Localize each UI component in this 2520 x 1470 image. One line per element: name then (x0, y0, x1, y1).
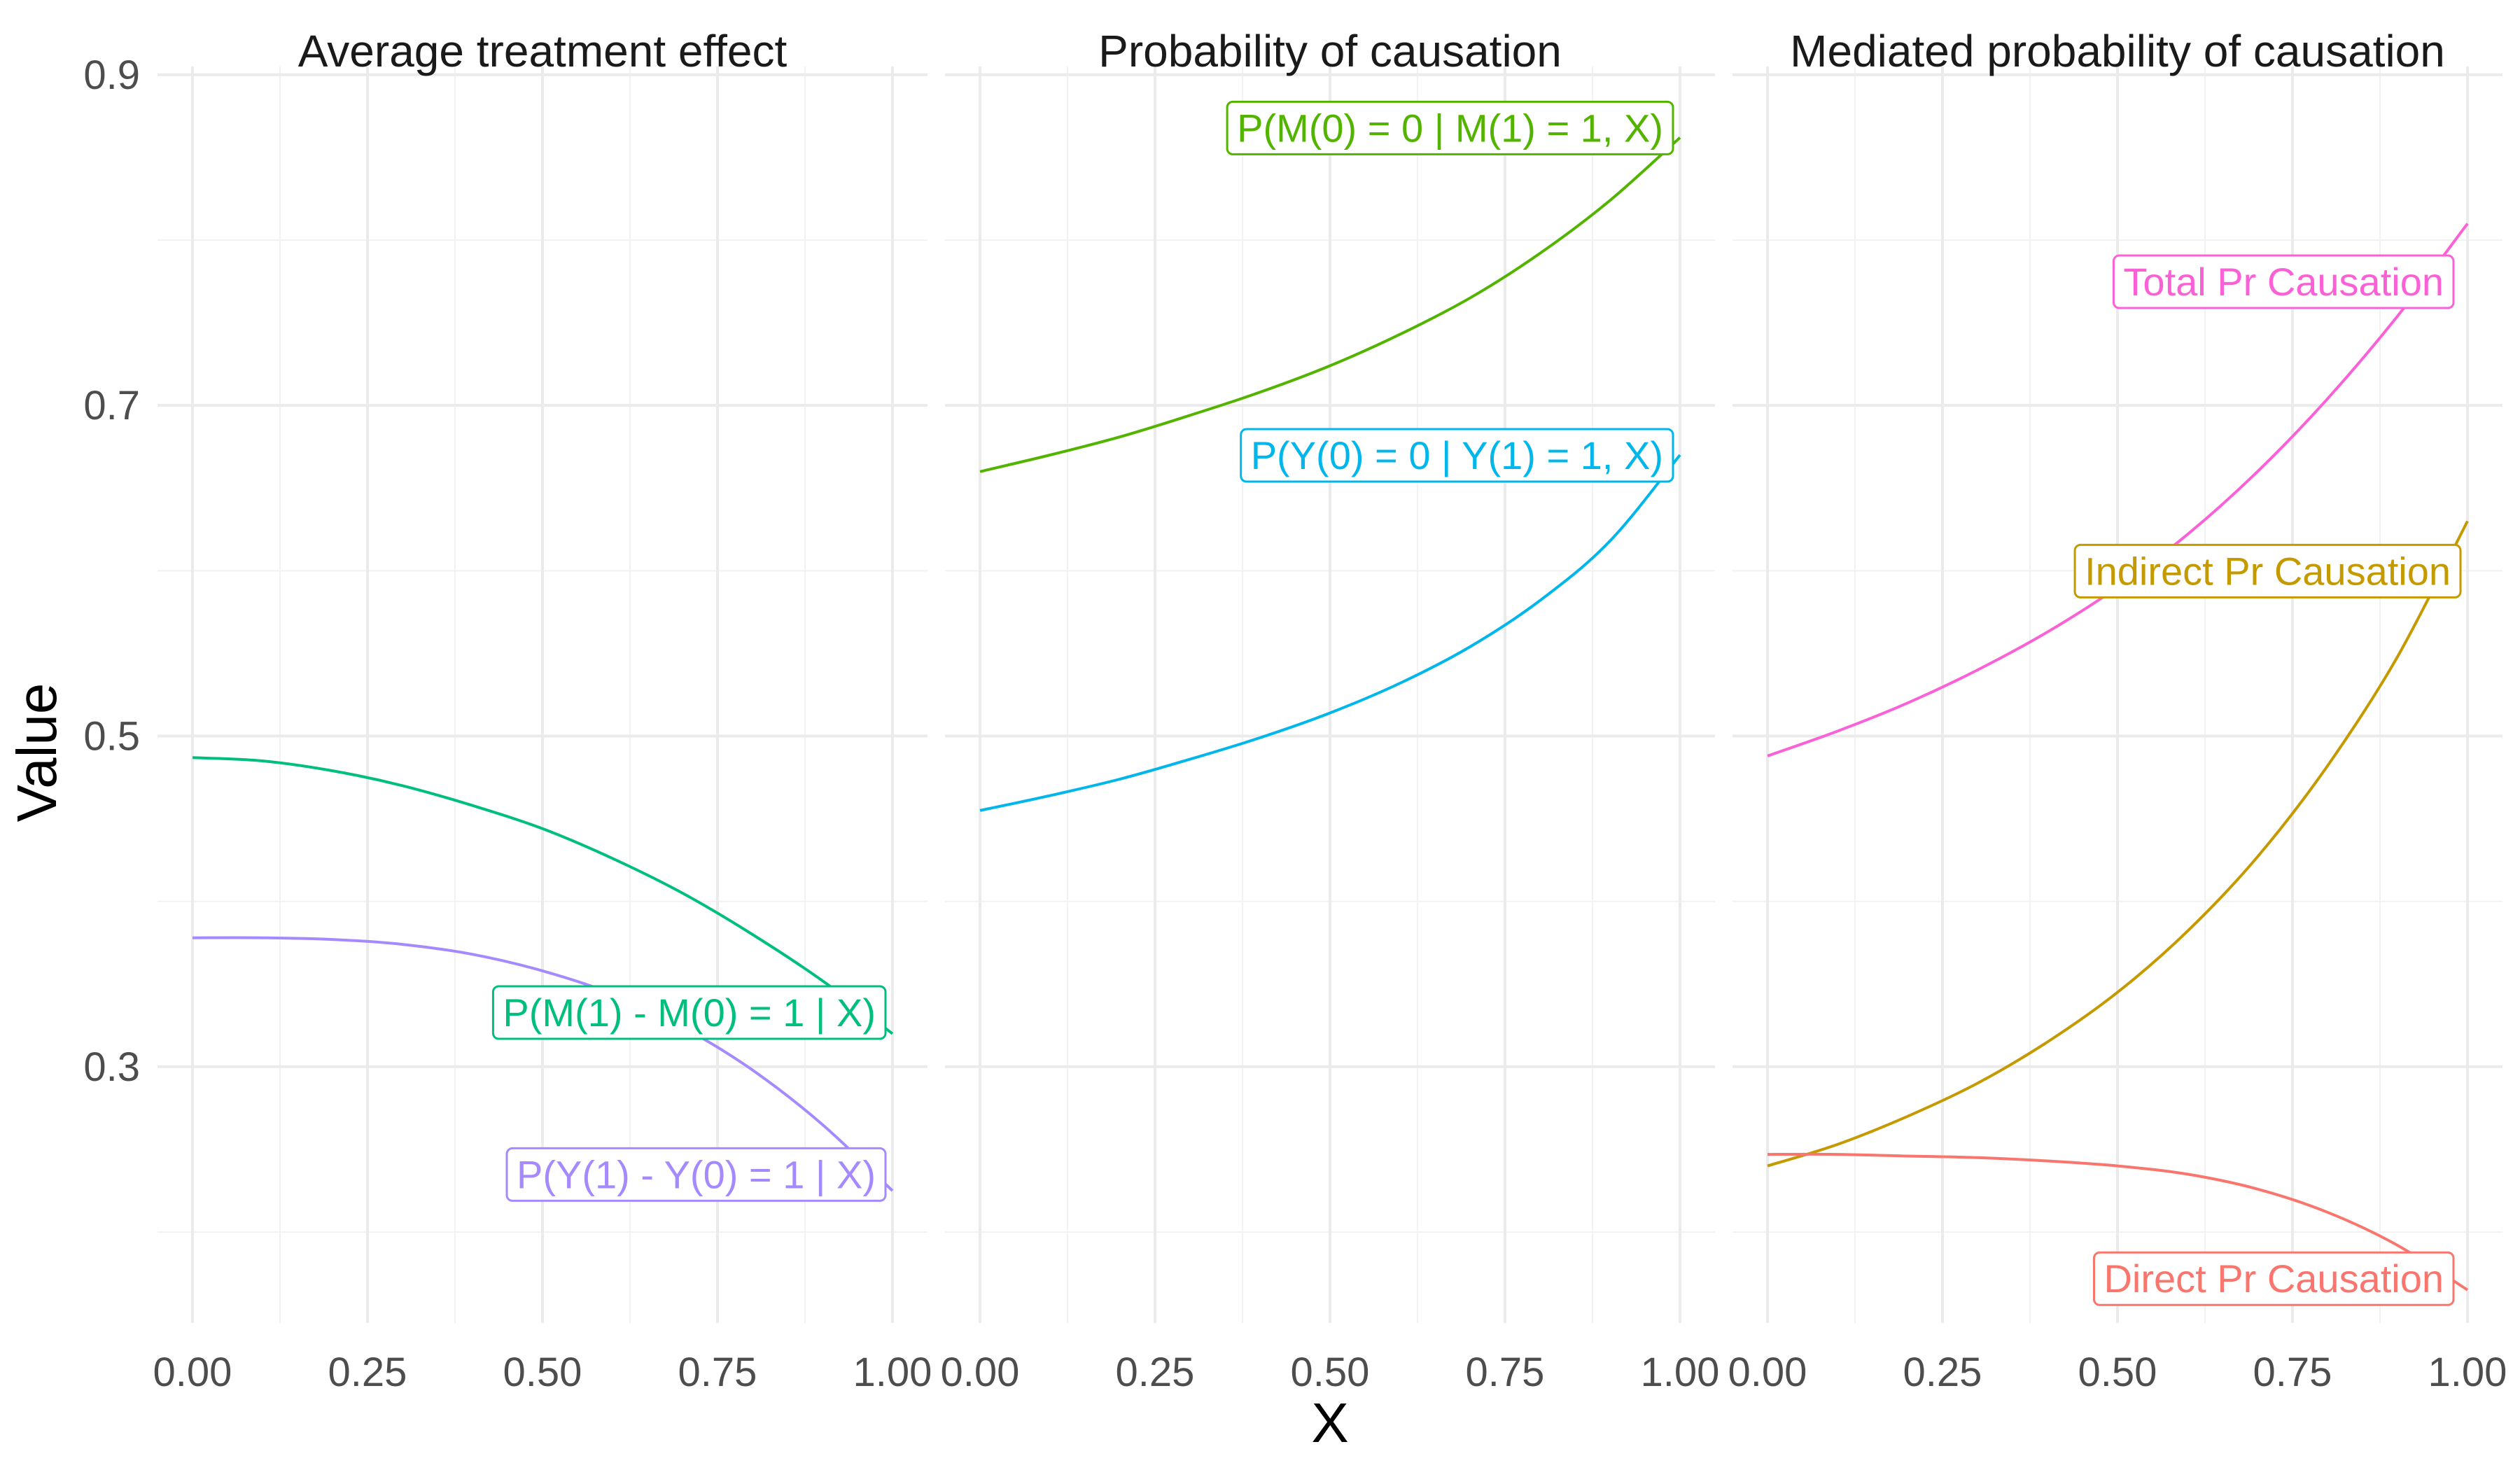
series-line-p-y-0-0-y-1-1-x (979, 454, 1681, 812)
series-label-text: P(Y(0) = 0 | Y(1) = 1, X) (1251, 433, 1663, 477)
y-tick-label: 0.3 (83, 1044, 140, 1090)
x-tick-label: 0.50 (503, 1350, 582, 1395)
x-tick-label: 0.75 (2253, 1350, 2332, 1395)
panel-title: Probability of causation (1098, 26, 1562, 76)
x-tick-label: 0.75 (1466, 1350, 1545, 1395)
x-tick-label: 0.50 (2078, 1350, 2157, 1395)
panel-1: Average treatment effect 0.00 0.25 0.50 0.75… (83, 26, 932, 1395)
x-tick-label: 1.00 (2428, 1350, 2507, 1395)
x-tick-label: 1.00 (1641, 1350, 1720, 1395)
series-label-total-pr-causation: Total Pr Causation (2112, 254, 2455, 309)
series-line-p-m-1-m-0-1-x (192, 756, 894, 1035)
x-tick-label: 1.00 (853, 1350, 932, 1395)
x-tick-label: 0.25 (328, 1350, 407, 1395)
series-line-indirect-pr-causation (1767, 520, 2469, 1168)
panel-title: Mediated probability of causation (1790, 26, 2445, 76)
series-line-p-y-1-y-0-1-x (192, 936, 894, 1192)
x-tick-label: 0.25 (1903, 1350, 1982, 1395)
series-label-direct-pr-causation: Direct Pr Causation (2092, 1251, 2455, 1306)
series-label-box (2092, 1251, 2455, 1306)
x-tick-label: 0.00 (1728, 1350, 1807, 1395)
series-label-p-m-0-0-m-1-1-x: P(M(0) = 0 | M(1) = 1, X) (1226, 100, 1674, 155)
y-tick-label: 0.5 (83, 714, 140, 760)
series-label-text: Direct Pr Causation (2104, 1256, 2444, 1301)
x-axis-title: X (1311, 1392, 1348, 1454)
y-tick-label: 0.9 (83, 52, 140, 98)
series-label-box (505, 1147, 887, 1202)
series-label-box (491, 985, 887, 1040)
series-label-p-y-0-0-y-1-1-x: P(Y(0) = 0 | Y(1) = 1, X) (1240, 428, 1674, 483)
x-tick-label: 0.00 (941, 1350, 1020, 1395)
x-tick-label: 0.25 (1116, 1350, 1195, 1395)
series-label-text: P(M(0) = 0 | M(1) = 1, X) (1237, 106, 1663, 150)
series-label-indirect-pr-causation: Indirect Pr Causation (2073, 543, 2462, 598)
series-label-text: Total Pr Causation (2123, 260, 2444, 304)
series-label-box (1240, 428, 1674, 483)
panel-2: Probability of causation 0.00 0.25 0.50 0.75… (941, 26, 1720, 1395)
series-line-p-m-0-0-m-1-1-x (979, 136, 1681, 473)
series-label-text: Indirect Pr Causation (2085, 549, 2451, 593)
series-label-box (2112, 254, 2455, 309)
series-line-direct-pr-causation (1767, 1152, 2469, 1292)
x-tick-label: 0.00 (153, 1350, 232, 1395)
y-tick-label: 0.7 (83, 383, 140, 428)
series-label-box (1226, 100, 1674, 155)
panel-3: Mediated probability of causation 0.00 0.2… (1728, 26, 2507, 1395)
series-label-p-y-1-y-0-1-x: P(Y(1) - Y(0) = 1 | X) (505, 1147, 887, 1202)
series-label-text: P(M(1) - M(0) = 1 | X) (503, 990, 876, 1035)
series-label-text: P(Y(1) - Y(0) = 1 | X) (517, 1152, 876, 1196)
x-tick-label: 0.75 (678, 1350, 757, 1395)
x-tick-label: 0.50 (1291, 1350, 1370, 1395)
series-label-box (2073, 543, 2462, 598)
series-label-p-m-1-m-0-1-x: P(M(1) - M(0) = 1 | X) (491, 985, 887, 1040)
y-axis-title: Value (6, 683, 68, 822)
panel-title: Average treatment effect (298, 26, 788, 76)
